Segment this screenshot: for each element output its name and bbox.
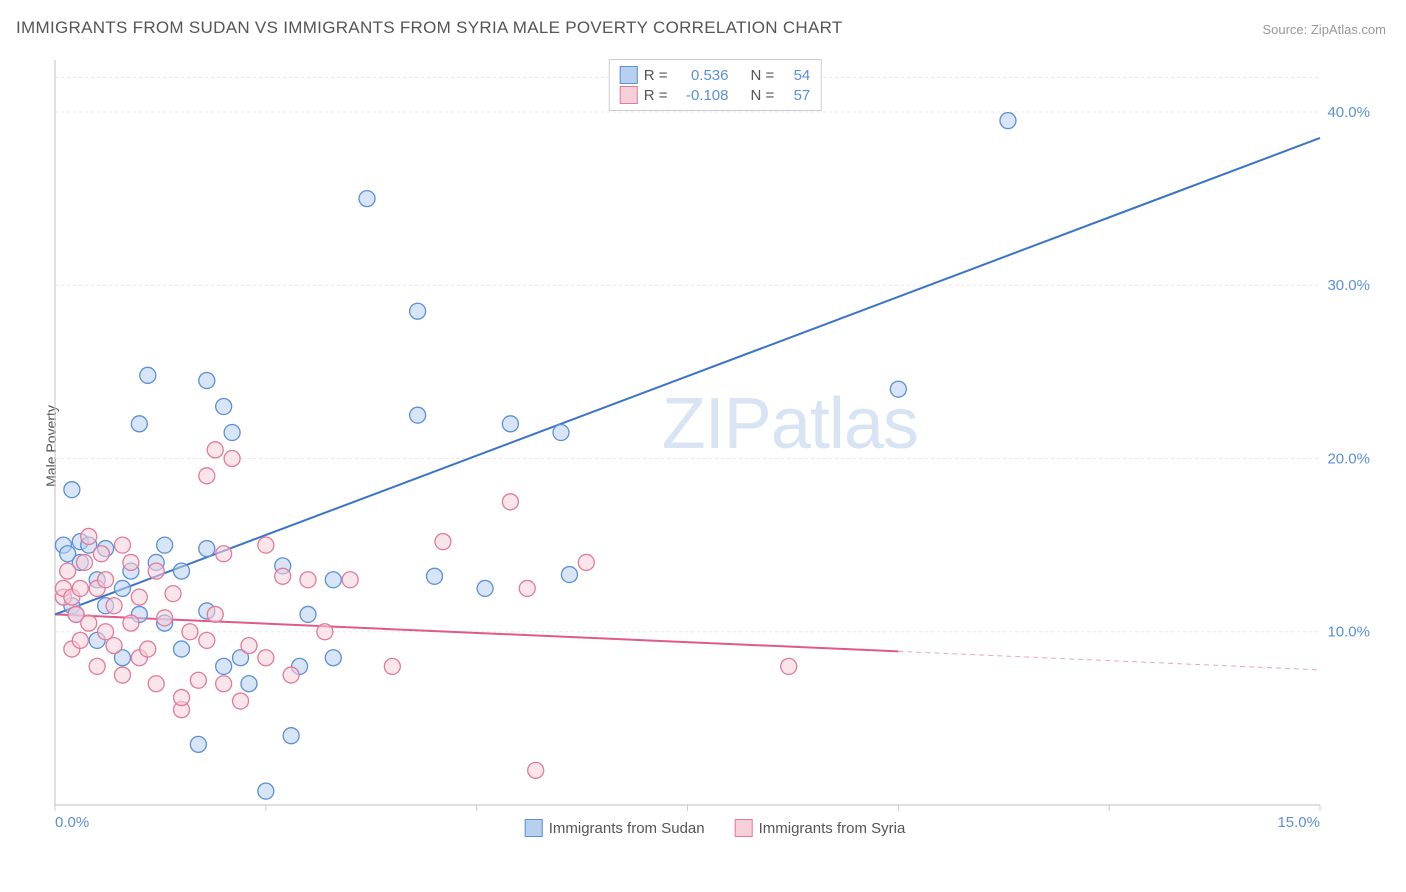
legend-row-syria: R = -0.108 N = 57 xyxy=(620,86,811,104)
legend-swatch-sudan-bottom xyxy=(525,819,543,837)
svg-text:15.0%: 15.0% xyxy=(1277,814,1320,831)
legend-n-label: N = xyxy=(751,87,775,104)
source-label: Source: xyxy=(1262,22,1310,37)
legend-item-sudan: Immigrants from Sudan xyxy=(525,819,705,837)
source-name: ZipAtlas.com xyxy=(1311,22,1386,37)
legend-swatch-syria-bottom xyxy=(735,819,753,837)
correlation-legend: R = 0.536 N = 54 R = -0.108 N = 57 xyxy=(609,59,822,111)
svg-text:0.0%: 0.0% xyxy=(55,814,89,831)
legend-r-value-syria: -0.108 xyxy=(674,87,729,104)
chart-area: ZIPatlas R = 0.536 N = 54 R = -0.108 N =… xyxy=(50,55,1380,835)
svg-text:10.0%: 10.0% xyxy=(1327,624,1370,641)
legend-r-label: R = xyxy=(644,67,668,84)
series-legend: Immigrants from Sudan Immigrants from Sy… xyxy=(525,819,906,837)
source-attribution: Source: ZipAtlas.com xyxy=(1262,22,1386,37)
legend-swatch-sudan xyxy=(620,66,638,84)
legend-row-sudan: R = 0.536 N = 54 xyxy=(620,66,811,84)
chart-title: IMMIGRANTS FROM SUDAN VS IMMIGRANTS FROM… xyxy=(16,18,843,38)
svg-text:20.0%: 20.0% xyxy=(1327,450,1370,467)
svg-text:30.0%: 30.0% xyxy=(1327,277,1370,294)
legend-r-label: R = xyxy=(644,87,668,104)
legend-item-syria: Immigrants from Syria xyxy=(735,819,906,837)
legend-n-value-sudan: 54 xyxy=(780,67,810,84)
legend-r-value-sudan: 0.536 xyxy=(674,67,729,84)
legend-n-label: N = xyxy=(751,67,775,84)
svg-text:40.0%: 40.0% xyxy=(1327,104,1370,121)
legend-swatch-syria xyxy=(620,86,638,104)
legend-n-value-syria: 57 xyxy=(780,87,810,104)
legend-label-syria: Immigrants from Syria xyxy=(759,820,906,837)
scatter-plot: 10.0% 20.0% 30.0% 40.0% 0.0% 15.0% xyxy=(50,55,1380,835)
legend-label-sudan: Immigrants from Sudan xyxy=(549,820,705,837)
